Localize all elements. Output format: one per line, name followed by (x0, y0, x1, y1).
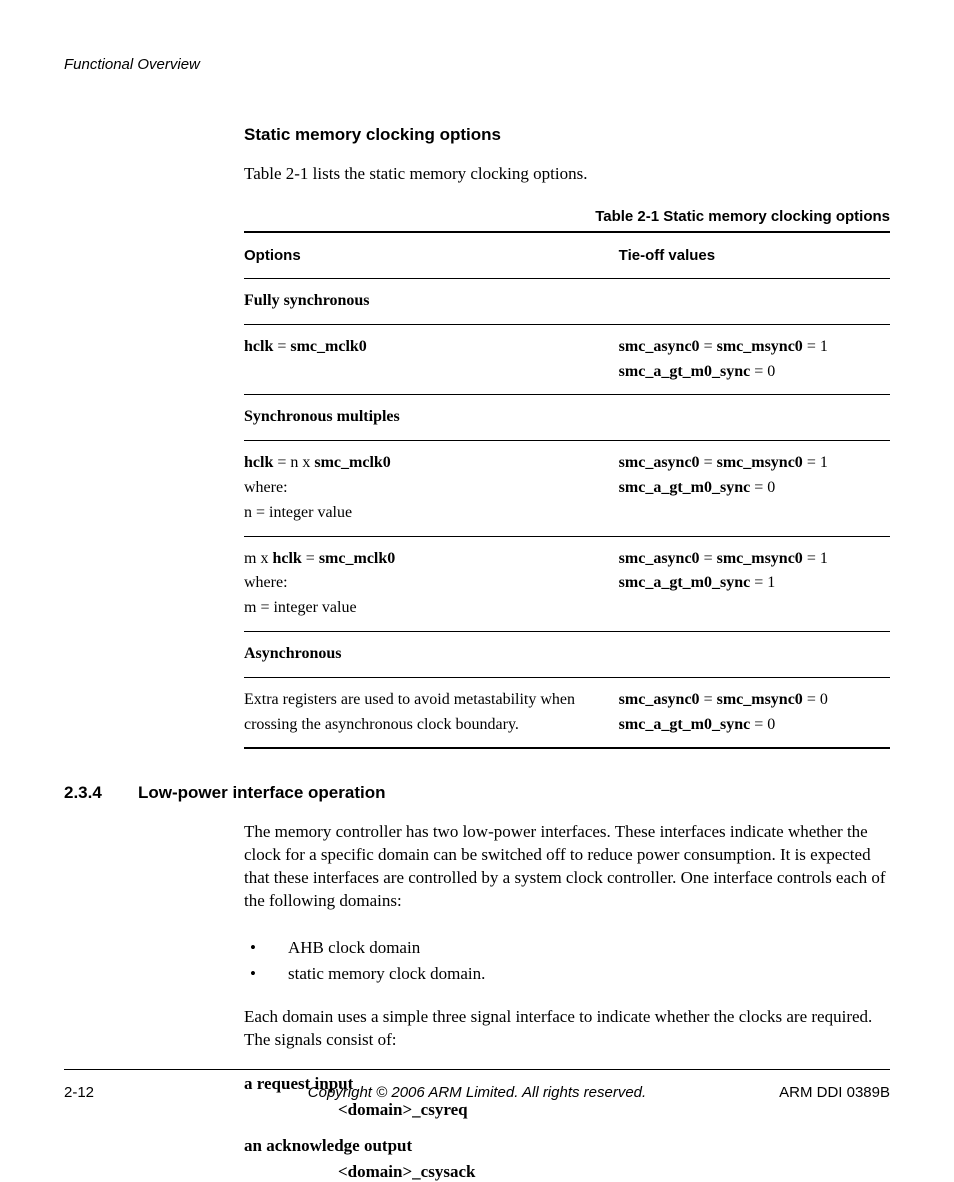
section-static-clocking: Static memory clocking options Table 2-1… (244, 125, 890, 749)
definition-value: <domain>_csyreq (338, 1100, 890, 1120)
footer-doc-id: ARM DDI 0389B (779, 1084, 890, 1101)
low-power-para2: Each domain uses a simple three signal i… (244, 1006, 890, 1052)
section-number: 2.3.4 (64, 783, 138, 803)
table-section-row: Synchronous multiples (244, 395, 890, 441)
table-row: hclk = n x smc_mclk0where:n = integer va… (244, 441, 890, 536)
list-item: AHB clock domain (244, 935, 890, 961)
table-cell-options: m x hclk = smc_mclk0where:m = integer va… (244, 536, 619, 631)
table-body: Fully synchronoushclk = smc_mclk0smc_asy… (244, 278, 890, 748)
table-section-label: Fully synchronous (244, 278, 890, 324)
table-header-options: Options (244, 232, 619, 279)
heading-static-clocking: Static memory clocking options (244, 125, 890, 145)
page-footer: 2-12 Copyright © 2006 ARM Limited. All r… (64, 1069, 890, 1101)
list-item: static memory clock domain. (244, 961, 890, 987)
page: Functional Overview Static memory clocki… (0, 0, 954, 1145)
table-header-tieoff: Tie-off values (619, 232, 890, 279)
table-section-label: Synchronous multiples (244, 395, 890, 441)
footer-copyright: Copyright © 2006 ARM Limited. All rights… (64, 1084, 890, 1101)
running-header: Functional Overview (64, 56, 890, 73)
table-cell-options: hclk = smc_mclk0 (244, 324, 619, 395)
section-low-power: 2.3.4 Low-power interface operation (64, 783, 890, 803)
table-cell-options: hclk = n x smc_mclk0where:n = integer va… (244, 441, 619, 536)
table-cell-tieoff: smc_async0 = smc_msync0 = 1smc_a_gt_m0_s… (619, 536, 890, 631)
table-section-row: Asynchronous (244, 631, 890, 677)
section-title: Low-power interface operation (138, 783, 385, 803)
definition-value: <domain>_csysack (338, 1162, 890, 1182)
table-row: hclk = smc_mclk0smc_async0 = smc_msync0 … (244, 324, 890, 395)
table-row: Extra registers are used to avoid metast… (244, 677, 890, 748)
table-cell-tieoff: smc_async0 = smc_msync0 = 1smc_a_gt_m0_s… (619, 441, 890, 536)
intro-text: Table 2-1 lists the static memory clocki… (244, 163, 890, 186)
table-cell-tieoff: smc_async0 = smc_msync0 = 1smc_a_gt_m0_s… (619, 324, 890, 395)
domains-list: AHB clock domainstatic memory clock doma… (244, 935, 890, 988)
footer-page-number: 2-12 (64, 1084, 94, 1101)
low-power-para1: The memory controller has two low-power … (244, 821, 890, 913)
table-section-row: Fully synchronous (244, 278, 890, 324)
table-section-label: Asynchronous (244, 631, 890, 677)
section-low-power-body: The memory controller has two low-power … (244, 821, 890, 1181)
table-cell-tieoff: smc_async0 = smc_msync0 = 0smc_a_gt_m0_s… (619, 677, 890, 748)
table-caption: Table 2-1 Static memory clocking options (244, 208, 890, 225)
table-cell-options: Extra registers are used to avoid metast… (244, 677, 619, 748)
clocking-options-table: Options Tie-off values Fully synchronous… (244, 231, 890, 749)
table-row: m x hclk = smc_mclk0where:m = integer va… (244, 536, 890, 631)
definition-term: an acknowledge output (244, 1136, 890, 1156)
